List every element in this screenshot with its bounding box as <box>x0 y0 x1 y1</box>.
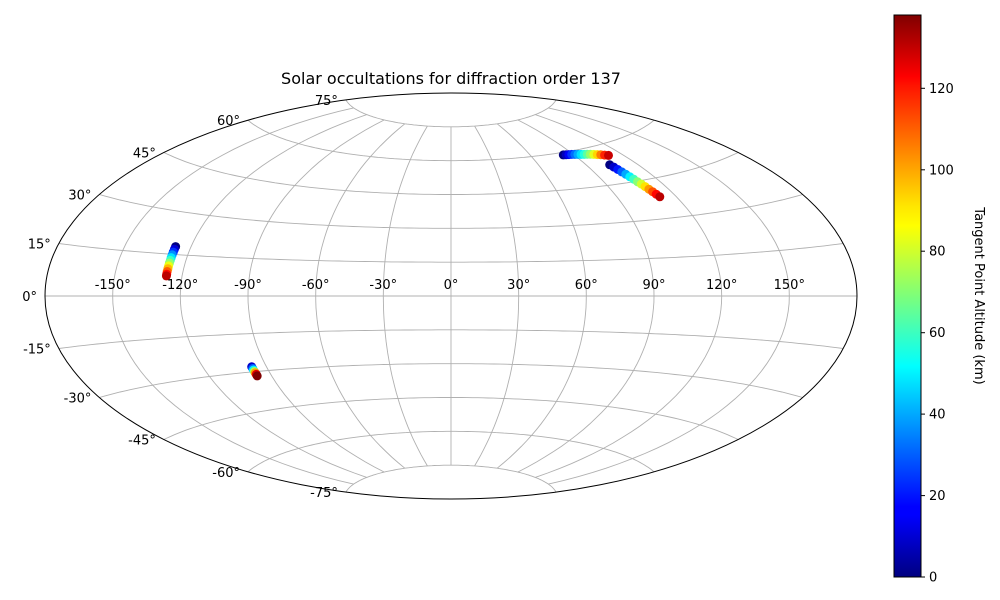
colorbar-tick-label: 60 <box>929 326 946 341</box>
parallel-line <box>99 363 803 398</box>
parallel-line <box>163 397 739 440</box>
occultation-point <box>604 150 613 160</box>
longitude-tick-label: 90° <box>642 278 665 293</box>
colorbar: 0 20 40 60 80 100 120 Tangent Point Altitude (… <box>893 14 986 586</box>
latitude-tick-label: 45° <box>133 147 156 162</box>
graticule-grid <box>45 99 857 493</box>
chart-title: Solar occultations for diffraction order… <box>281 69 621 88</box>
occultation-point <box>655 192 665 202</box>
parallel-line <box>247 430 655 473</box>
latitude-tick-label: -45° <box>128 434 156 449</box>
colorbar-ticks: 0 20 40 60 80 100 120 <box>921 82 954 586</box>
parallel-line <box>58 243 844 263</box>
parallel-line <box>345 99 557 128</box>
latitude-tick-label: 75° <box>315 94 338 109</box>
longitude-tick-label: 60° <box>575 278 598 293</box>
parallel-line <box>345 464 557 493</box>
parallel-line <box>58 329 844 349</box>
occultation-point <box>252 371 262 381</box>
occultation-points <box>161 149 665 381</box>
colorbar-tick-label: 80 <box>929 245 946 260</box>
colorbar-tick-label: 100 <box>929 163 954 178</box>
longitude-tick-label: 0° <box>444 278 459 293</box>
longitude-tick-label: 120° <box>706 278 737 293</box>
longitude-tick-label: -150° <box>95 278 131 293</box>
colorbar-tick-label: 20 <box>929 489 946 504</box>
longitude-tick-label: -90° <box>234 278 262 293</box>
colorbar-tick-label: 120 <box>929 82 954 97</box>
longitude-tick-label: -120° <box>162 278 198 293</box>
latitude-tick-label: -75° <box>310 486 338 501</box>
longitude-tick-label: 150° <box>774 278 805 293</box>
latitude-tick-label: 60° <box>217 114 240 129</box>
latitude-tick-label: -15° <box>23 343 51 358</box>
latitude-tick-label: -30° <box>64 392 92 407</box>
occultation-point <box>161 271 171 281</box>
map-boundary <box>44 92 858 500</box>
latitude-tick-label: -60° <box>212 466 240 481</box>
latitude-tick-label: 0° <box>22 290 37 305</box>
longitude-tick-label: -60° <box>302 278 330 293</box>
colorbar-gradient <box>893 14 922 578</box>
colorbar-label: Tangent Point Altitude (km) <box>971 206 986 384</box>
colorbar-tick-label: 40 <box>929 408 946 423</box>
longitude-tick-label: 30° <box>507 278 530 293</box>
parallel-line <box>99 194 803 229</box>
parallel-line <box>247 119 655 162</box>
colorbar-tick-label: 0 <box>929 571 937 586</box>
longitude-tick-label: -30° <box>369 278 397 293</box>
longitude-tick-labels: -150° -120° -90° -60° -30° 0° 30° 60° 90° 120° 150… <box>95 278 805 293</box>
latitude-tick-label: 15° <box>28 238 51 253</box>
parallel-line <box>163 152 739 195</box>
latitude-tick-labels: -75° -60° -45° -30° -15° 0° 15° 30° 45° 60° 75° <box>22 94 338 501</box>
latitude-tick-label: 30° <box>68 189 91 204</box>
